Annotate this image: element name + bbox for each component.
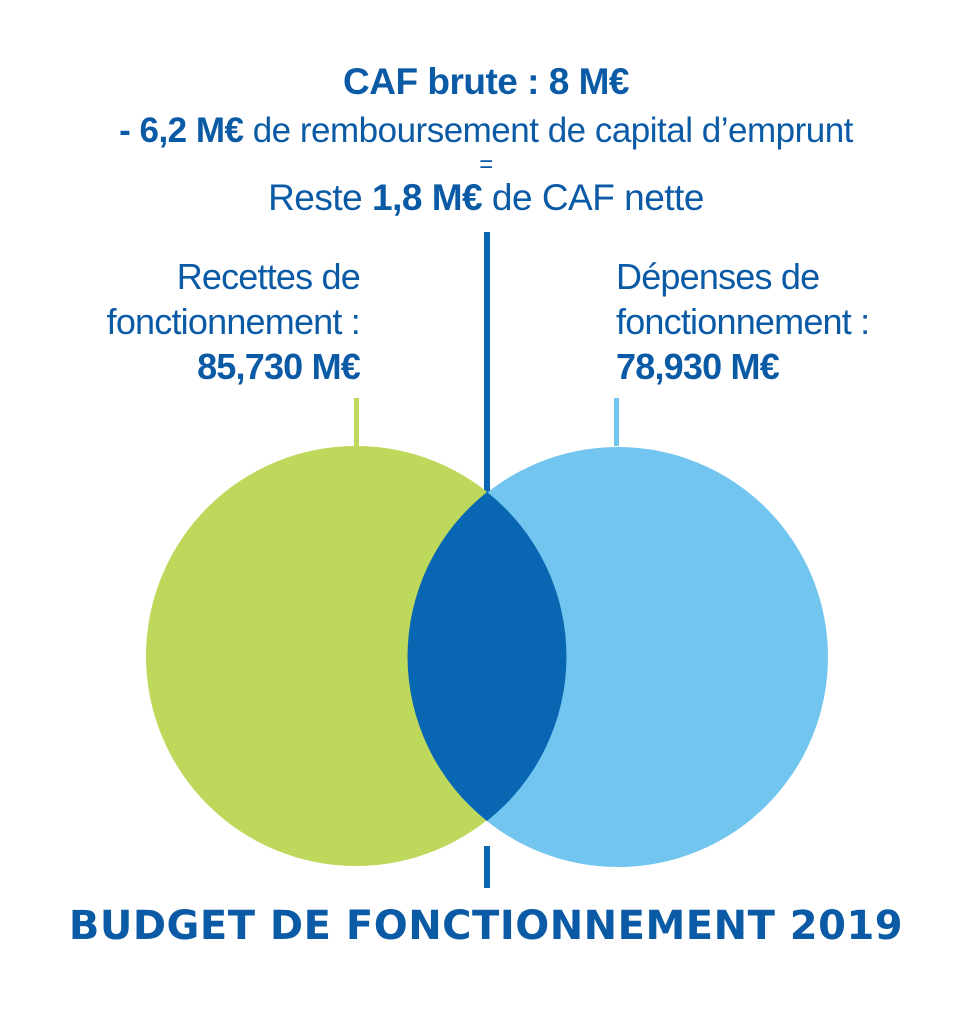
recettes-label-line2: fonctionnement : xyxy=(106,301,361,342)
bottom-connector-line xyxy=(484,846,490,888)
equals-text: = xyxy=(479,151,493,178)
caf-brute-text: CAF brute : 8 M€ xyxy=(343,61,629,102)
footer-title: BUDGET DE FONCTIONNEMENT 2019 xyxy=(68,903,904,949)
depenses-pointer-line xyxy=(614,398,619,446)
recettes-pointer-line xyxy=(354,398,359,446)
overlap-area xyxy=(407,492,567,821)
reste-prefix: Reste xyxy=(268,177,372,218)
remboursement-line: - 6,2 M€ de remboursement de capital d’e… xyxy=(0,110,972,152)
recettes-label-line1: Recettes de xyxy=(176,256,361,297)
remboursement-text: de remboursement de capital d’emprunt xyxy=(243,111,854,150)
depenses-label-line2: fonctionnement : xyxy=(616,301,870,342)
caf-brute-line: CAF brute : 8 M€ xyxy=(0,60,972,104)
depenses-label: Dépenses de fonctionnement : 78,930 M€ xyxy=(616,254,870,389)
reste-suffix: de CAF nette xyxy=(482,177,705,218)
equals-sign: = xyxy=(0,152,972,178)
depenses-amount: 78,930 M€ xyxy=(616,346,780,387)
depenses-label-line1: Dépenses de xyxy=(616,256,820,297)
reste-line: Reste 1,8 M€ de CAF nette xyxy=(0,176,972,220)
central-connector-line xyxy=(484,232,490,494)
recettes-amount: 85,730 M€ xyxy=(197,346,361,387)
recettes-label: Recettes de fonctionnement : 85,730 M€ xyxy=(106,254,361,389)
remboursement-amount: - 6,2 M€ xyxy=(119,111,244,150)
reste-amount: 1,8 M€ xyxy=(372,177,483,218)
